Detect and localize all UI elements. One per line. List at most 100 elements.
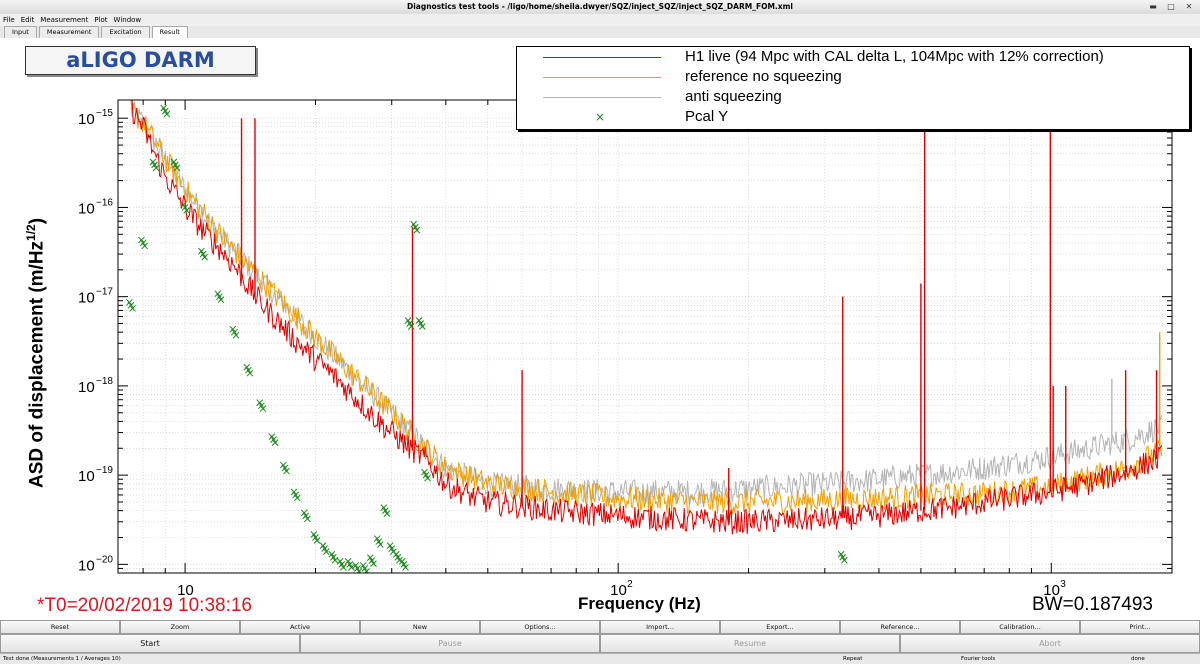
pcal-marker <box>424 474 431 482</box>
y-tick-exponent: −19 <box>96 465 113 476</box>
active-button[interactable]: Active <box>240 620 360 634</box>
series-line-1 <box>130 100 1163 515</box>
start-button[interactable]: Start <box>0 634 300 653</box>
plot-area[interactable]: 10 10 2 10 3 10 −15 10 −16 10 −17 10 −18 10 −19 10 −20 <box>0 38 1200 620</box>
x-tick-exponent: 2 <box>627 579 633 590</box>
bandwidth-readout: BW=0.187493 <box>1032 594 1153 615</box>
tab-input[interactable]: Input <box>4 26 37 38</box>
pcal-marker <box>201 253 208 261</box>
t0-timestamp: *T0=20/02/2019 10:38:16 <box>37 595 252 616</box>
y-axis-label-close: ) <box>26 217 48 225</box>
pcal-marker <box>283 467 290 475</box>
pcal-marker <box>413 226 421 234</box>
chart-series <box>126 100 1163 573</box>
legend-line-gray <box>543 97 661 98</box>
y-axis-label: ASD of displacement (m/Hz1/2) <box>24 218 48 488</box>
pcal-marker <box>163 110 171 118</box>
window-controls: ▬ □ ✕ <box>1148 1 1194 13</box>
status-done: done <box>1131 656 1145 662</box>
pcal-marker <box>173 164 181 172</box>
import-button[interactable]: Import... <box>600 620 720 634</box>
y-tick-label: 10 <box>78 111 95 128</box>
pcal-marker <box>418 323 426 330</box>
minimize-icon[interactable]: ▬ <box>1149 2 1157 11</box>
y-tick-exponent: −15 <box>96 108 113 119</box>
pcal-marker <box>293 494 301 502</box>
status-repeat: Repeat <box>843 656 863 662</box>
legend-label: reference no squeezing <box>685 68 842 85</box>
legend-line-red <box>543 57 661 58</box>
tab-measurement[interactable]: Measurement <box>38 26 100 38</box>
legend-item: H1 live (94 Mpc with CAL delta L, 104Mpc… <box>517 47 1189 67</box>
pcal-marker <box>259 405 267 413</box>
plot-title-box: aLIGO DARM <box>25 46 256 75</box>
series-line-0 <box>131 100 1163 535</box>
pcal-marker <box>217 296 225 304</box>
pcal-marker <box>407 323 415 330</box>
y-axis-label-text: ASD of displacement (m/Hz <box>26 240 48 488</box>
tab-excitation[interactable]: Excitation <box>101 26 150 38</box>
pcal-marker <box>355 568 363 573</box>
legend-item: reference no squeezing <box>517 67 1189 87</box>
reset-button[interactable]: Reset <box>0 620 120 634</box>
series-line-2 <box>130 101 1163 505</box>
tab-result[interactable]: Result <box>151 26 188 38</box>
new-button[interactable]: New <box>360 620 480 634</box>
menu-measurement[interactable]: Measurement <box>40 16 89 24</box>
pcal-marker <box>331 556 339 564</box>
pcal-marker <box>141 242 149 250</box>
pause-button[interactable]: Pause <box>300 634 600 653</box>
pcal-marker <box>322 548 330 555</box>
print-button[interactable]: Print... <box>1080 620 1200 634</box>
y-tick-label: 10 <box>78 557 95 574</box>
pcal-marker <box>348 563 355 571</box>
close-icon[interactable]: ✕ <box>1185 2 1193 11</box>
menu-bar: File Edit Measurement Plot Window <box>0 14 1200 26</box>
menu-file[interactable]: File <box>3 16 15 24</box>
calibration-button[interactable]: Calibration... <box>960 620 1080 634</box>
chart-legend: H1 live (94 Mpc with CAL delta L, 104Mpc… <box>516 46 1190 130</box>
pcal-marker <box>363 568 370 573</box>
legend-marker-x-icon: × <box>595 110 606 124</box>
resume-button[interactable]: Resume <box>600 634 900 653</box>
pcal-marker <box>313 537 321 544</box>
y-tick-exponent: −16 <box>96 197 113 208</box>
pcal-marker <box>402 563 409 571</box>
legend-label: Pcal Y <box>685 108 729 125</box>
legend-label: H1 live (94 Mpc with CAL delta L, 104Mpc… <box>685 48 1104 65</box>
menu-edit[interactable]: Edit <box>20 16 35 24</box>
series-group <box>126 100 1163 573</box>
x-tick-label: 10 <box>1043 582 1060 599</box>
y-tick-label: 10 <box>78 290 95 307</box>
pcal-marker <box>152 164 160 172</box>
pcal-marker <box>339 563 347 571</box>
legend-item: anti squeezing <box>517 87 1189 107</box>
pcal-marker <box>370 560 377 568</box>
options-button[interactable]: Options... <box>480 620 600 634</box>
plot-controls-row: Reset Zoom Active New Options... Import.… <box>0 620 1200 634</box>
y-tick-label: 10 <box>78 468 95 485</box>
window-title: Diagnostics test tools - /ligo/home/shei… <box>406 2 793 11</box>
menu-plot[interactable]: Plot <box>94 16 108 24</box>
pcal-marker <box>383 510 391 517</box>
measurement-controls-row: Start Pause Resume Abort <box>0 634 1200 653</box>
export-button[interactable]: Export... <box>720 620 840 634</box>
y-axis-label-exponent: 1/2 <box>24 224 38 241</box>
status-bar: Test done (Measurements 1 / Averages 10)… <box>0 653 1200 664</box>
maximize-icon[interactable]: □ <box>1167 2 1175 11</box>
y-tick-exponent: −17 <box>96 287 113 298</box>
window-titlebar: Diagnostics test tools - /ligo/home/shei… <box>0 0 1200 15</box>
legend-label: anti squeezing <box>685 88 782 105</box>
y-tick-label: 10 <box>78 200 95 217</box>
y-tick-exponent: −18 <box>96 376 113 387</box>
reference-button[interactable]: Reference... <box>840 620 960 634</box>
pcal-marker <box>376 541 384 548</box>
chart-grid <box>117 100 1172 574</box>
zoom-button[interactable]: Zoom <box>120 620 240 634</box>
x-tick-label: 10 <box>177 582 194 599</box>
menu-window[interactable]: Window <box>113 16 142 24</box>
pcal-marker <box>304 515 311 523</box>
abort-button[interactable]: Abort <box>900 634 1200 653</box>
pcal-marker <box>271 439 279 446</box>
status-message: Test done (Measurements 1 / Averages 10) <box>3 656 121 662</box>
